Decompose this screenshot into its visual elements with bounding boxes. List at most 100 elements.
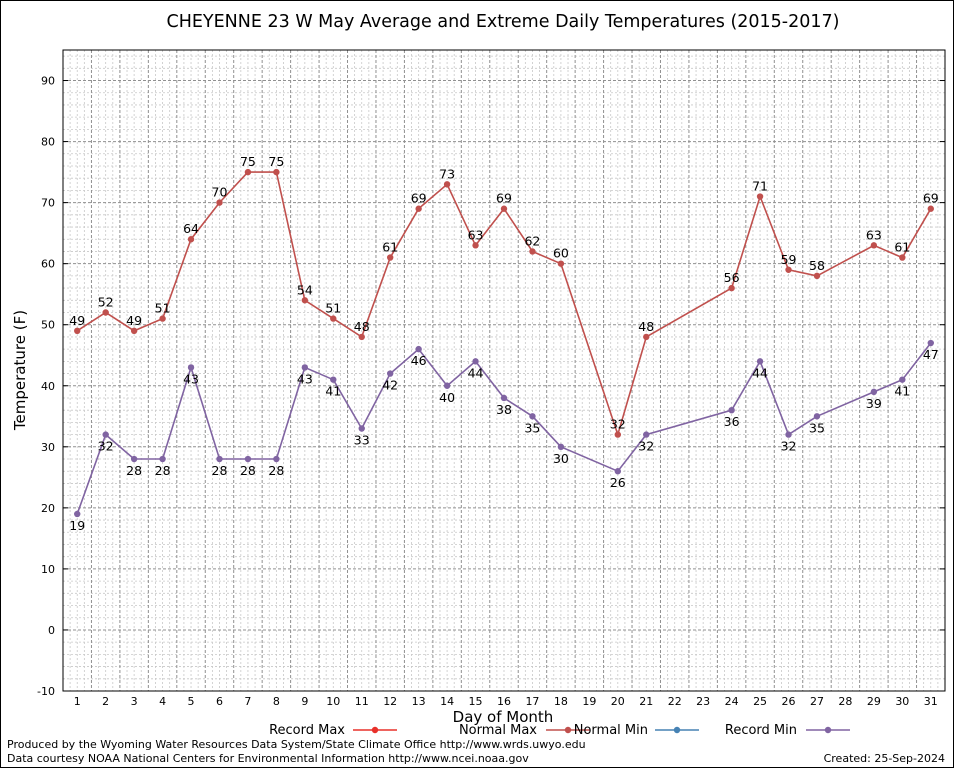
data-label: 47 — [923, 347, 939, 362]
data-label: 28 — [212, 463, 228, 478]
data-label: 62 — [524, 233, 540, 248]
data-label: 36 — [724, 414, 740, 429]
data-label: 28 — [268, 463, 284, 478]
legend-marker — [824, 726, 832, 734]
data-label: 59 — [781, 252, 797, 267]
data-point — [216, 199, 223, 206]
data-label: 44 — [468, 365, 484, 380]
data-point — [130, 455, 138, 463]
footer-created-date: Created: 25-Sep-2024 — [824, 752, 945, 765]
data-label: 43 — [297, 371, 313, 386]
data-point — [927, 339, 934, 347]
data-point — [813, 413, 821, 420]
data-label: 41 — [325, 384, 341, 399]
x-tick-label: 18 — [554, 695, 568, 708]
data-label: 32 — [98, 439, 114, 454]
x-tick-label: 5 — [188, 695, 195, 708]
data-label: 69 — [923, 191, 939, 206]
legend: Record Max Normal Max Normal Min Record Min — [269, 723, 850, 738]
data-label: 30 — [553, 451, 569, 466]
footer-produced-by: Produced by the Wyoming Water Resources … — [7, 738, 586, 751]
data-point — [159, 455, 166, 463]
y-tick-label: 90 — [41, 75, 55, 88]
x-tick-label: 27 — [810, 695, 824, 708]
y-tick-label: 60 — [41, 258, 55, 271]
data-label: 33 — [354, 432, 370, 447]
x-tick-label: 23 — [696, 695, 710, 708]
data-label: 32 — [610, 417, 626, 432]
data-point — [386, 370, 394, 377]
data-point — [643, 431, 650, 438]
data-label: 48 — [638, 319, 654, 334]
x-tick-label: 10 — [326, 695, 340, 708]
data-point — [130, 327, 138, 335]
data-label: 41 — [894, 384, 910, 399]
data-label: 38 — [496, 402, 512, 417]
data-label: 28 — [240, 463, 256, 478]
data-point — [244, 168, 252, 176]
y-axis-label: Temperature (F) — [11, 310, 29, 431]
data-point — [472, 358, 479, 365]
data-label: 51 — [155, 301, 171, 316]
data-point — [614, 431, 622, 438]
data-point — [899, 254, 906, 261]
data-label: 56 — [724, 270, 740, 285]
data-point — [813, 272, 821, 280]
data-label: 69 — [411, 191, 427, 206]
grid — [62, 50, 946, 692]
data-point — [102, 431, 109, 438]
data-label: 35 — [524, 420, 540, 435]
data-label: 28 — [126, 463, 142, 478]
series-normal-max: 49 52 49 51 64 70 75 75 54 51 48 61 69 73 63 69 62 60 32 48… — [69, 154, 939, 438]
x-tick-label: 9 — [301, 695, 308, 708]
data-point — [74, 327, 81, 335]
data-point — [643, 333, 650, 341]
data-label: 51 — [325, 301, 341, 316]
data-label: 64 — [183, 221, 199, 236]
data-point — [244, 455, 252, 463]
x-tick-label: 13 — [412, 695, 426, 708]
data-point — [187, 236, 195, 243]
data-point — [273, 455, 280, 463]
data-point — [500, 205, 508, 212]
data-point — [74, 510, 81, 518]
data-label: 58 — [809, 258, 825, 273]
data-point — [529, 413, 536, 420]
x-tick-label: 28 — [838, 695, 852, 708]
data-point — [415, 345, 422, 353]
series-layer: 49 52 49 51 64 70 75 75 54 51 48 61 69 73 63 69 62 60 32 48… — [69, 154, 939, 533]
data-label: 52 — [98, 295, 114, 310]
data-point — [899, 376, 906, 383]
x-tick-label: 3 — [131, 695, 138, 708]
data-point — [927, 205, 934, 212]
data-label: 42 — [382, 378, 398, 393]
y-tick-label: 0 — [48, 624, 55, 637]
x-tick-label: 11 — [355, 695, 369, 708]
data-label: 32 — [781, 439, 797, 454]
data-point — [614, 468, 622, 475]
data-label: 26 — [610, 475, 626, 490]
data-label: 61 — [382, 240, 398, 255]
x-tick-label: 29 — [867, 695, 881, 708]
x-tick-label: 20 — [611, 695, 625, 708]
y-tick-label: -10 — [37, 685, 55, 698]
data-point — [785, 431, 792, 438]
data-point — [728, 406, 735, 414]
data-label: 43 — [183, 371, 199, 386]
x-tick-label: 1 — [74, 695, 81, 708]
data-label: 69 — [496, 191, 512, 206]
legend-label: Normal Max — [459, 723, 537, 738]
footer-data-courtesy: Data courtesy NOAA National Centers for … — [7, 752, 529, 765]
data-point — [415, 205, 422, 212]
series-record-min: 19 32 28 28 43 28 28 28 43 41 33 42 46 40 44 38 35 30 26 32… — [69, 339, 939, 533]
legend-label: Record Max — [269, 723, 345, 738]
x-tick-label: 30 — [895, 695, 909, 708]
data-label: 48 — [354, 319, 370, 334]
legend-marker — [673, 726, 681, 734]
data-point — [187, 364, 195, 371]
x-tick-label: 31 — [924, 695, 938, 708]
y-tick-label: 20 — [41, 502, 55, 515]
y-tick-label: 10 — [41, 563, 55, 576]
